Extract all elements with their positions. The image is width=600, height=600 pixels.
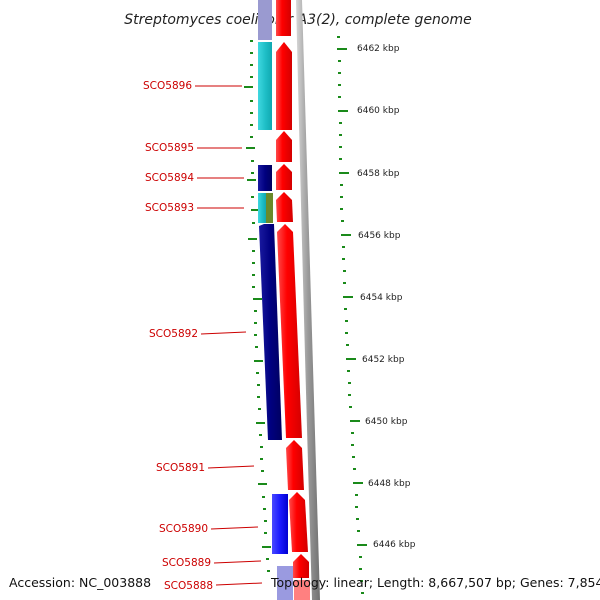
scale-label: 6460 kbp bbox=[357, 106, 400, 116]
gene-sco5890-block[interactable] bbox=[272, 494, 288, 554]
scale-label: 6452 kbp bbox=[362, 355, 405, 365]
gene-arrow[interactable] bbox=[289, 492, 308, 552]
right-scale-ticks bbox=[337, 36, 367, 594]
gene-label-sco5890[interactable]: SCO5890 bbox=[159, 523, 208, 535]
gene-label-sco5888[interactable]: SCO5888 bbox=[164, 580, 213, 592]
gene-labels: SCO5896 SCO5895 SCO5894 SCO5893 SCO5892 … bbox=[143, 80, 263, 592]
gene-label-sco5893[interactable]: SCO5893 bbox=[145, 202, 194, 214]
gene-sco5893-block-a[interactable] bbox=[258, 193, 266, 223]
gene-arrow[interactable] bbox=[293, 554, 309, 578]
gene-arrow[interactable] bbox=[276, 192, 293, 222]
gene-sco5893-block-b[interactable] bbox=[266, 193, 273, 223]
forward-strand-track bbox=[276, 0, 310, 600]
scale-label: 6448 kbp bbox=[368, 479, 411, 489]
accession-text: Accession: NC_003888 bbox=[9, 575, 151, 590]
gene-arrow[interactable] bbox=[277, 224, 302, 438]
reverse-strand-track bbox=[258, 0, 293, 600]
gene-sco5896-block[interactable] bbox=[258, 42, 272, 130]
gene-arrow[interactable] bbox=[276, 164, 292, 190]
gene-label-sco5889[interactable]: SCO5889 bbox=[162, 557, 211, 569]
gene-sco5892-block[interactable] bbox=[259, 224, 282, 440]
gene-sco5888-block[interactable] bbox=[277, 566, 293, 600]
gene-label-sco5896[interactable]: SCO5896 bbox=[143, 80, 192, 92]
scale-label: 6450 kbp bbox=[365, 417, 408, 427]
scale-label: 6456 kbp bbox=[358, 231, 401, 241]
genome-backbone bbox=[296, 0, 320, 600]
scale-label: 6462 kbp bbox=[357, 44, 400, 54]
gene-label-sco5891[interactable]: SCO5891 bbox=[156, 462, 205, 474]
gene-arrow[interactable] bbox=[294, 580, 310, 600]
gene-arrow[interactable] bbox=[276, 131, 292, 162]
gene-arrow[interactable] bbox=[286, 440, 304, 490]
gene-label-sco5895[interactable]: SCO5895 bbox=[145, 142, 194, 154]
scale-label: 6446 kbp bbox=[373, 540, 416, 550]
gene-label-sco5894[interactable]: SCO5894 bbox=[145, 172, 194, 184]
left-scale-ticks bbox=[244, 40, 271, 572]
gene-sco5894-block[interactable] bbox=[258, 165, 272, 191]
topology-text: Topology: linear; Length: 8,667,507 bp; … bbox=[270, 575, 600, 590]
scale-label: 6454 kbp bbox=[360, 293, 403, 303]
gene-arrow[interactable] bbox=[276, 42, 292, 130]
gene-block[interactable] bbox=[258, 0, 272, 40]
gene-arrow[interactable] bbox=[276, 0, 291, 36]
scale-labels: 6462 kbp 6460 kbp 6458 kbp 6456 kbp 6454… bbox=[357, 44, 416, 550]
gene-label-sco5892[interactable]: SCO5892 bbox=[149, 328, 198, 340]
scale-label: 6458 kbp bbox=[357, 169, 400, 179]
